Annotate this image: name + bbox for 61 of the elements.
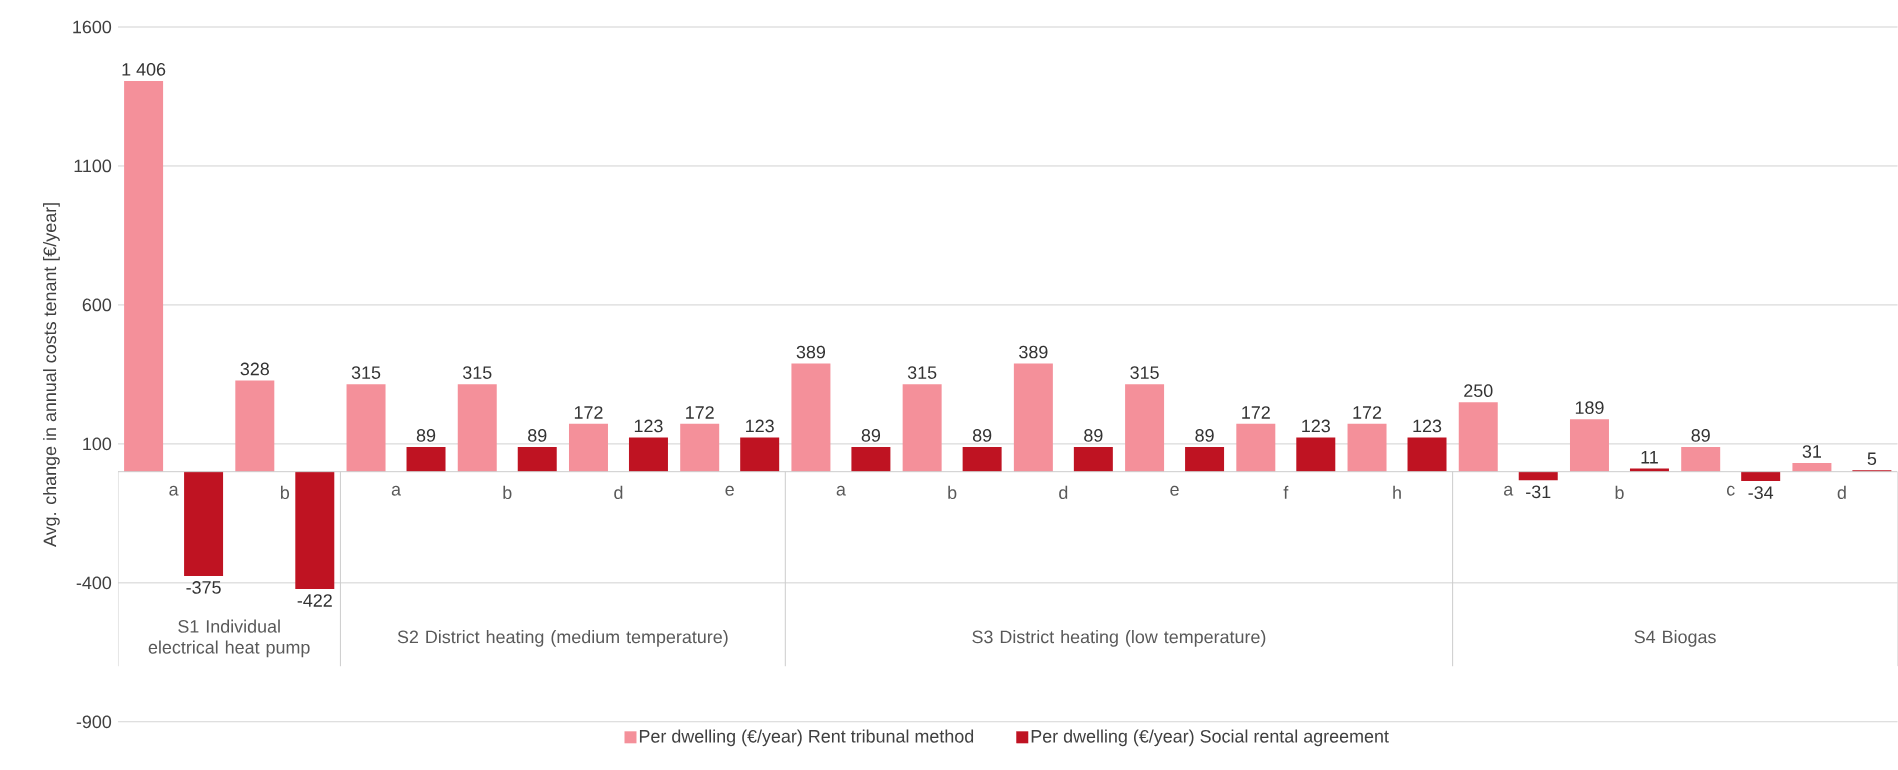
data-label: 1 406 bbox=[122, 63, 166, 76]
x-tick-label: e bbox=[725, 485, 734, 496]
data-label: 315 bbox=[462, 366, 492, 380]
legend-label: Per dwelling (€/year) Rent tribunal method bbox=[639, 729, 974, 747]
data-label: 389 bbox=[1019, 345, 1048, 359]
data-label: 189 bbox=[1575, 401, 1604, 415]
data-label: 172 bbox=[686, 406, 714, 419]
data-label: 123 bbox=[746, 419, 774, 433]
x-tick-label: b bbox=[948, 485, 957, 500]
data-label: 89 bbox=[1691, 429, 1710, 442]
annotation: S1 Individual electrical heat pump bbox=[148, 619, 310, 658]
x-tick-label: d bbox=[614, 485, 623, 500]
x-tick-label: c bbox=[1726, 485, 1735, 496]
data-label: 5 bbox=[1867, 452, 1877, 466]
data-label: 123 bbox=[1302, 419, 1330, 433]
x-tick-label: a bbox=[169, 485, 179, 496]
x-tick-label: d bbox=[1059, 485, 1068, 500]
x-tick-label: a bbox=[1504, 485, 1514, 496]
data-label: 89 bbox=[861, 429, 881, 442]
x-tick-label: b bbox=[503, 485, 512, 500]
y-tick-label: 100 bbox=[83, 437, 112, 451]
annotation: S4 Biogas bbox=[1634, 630, 1716, 647]
data-label: 89 bbox=[416, 429, 436, 442]
y-tick-label: 1600 bbox=[73, 20, 112, 34]
data-label: 89 bbox=[528, 429, 547, 442]
data-label: 315 bbox=[351, 366, 381, 380]
x-tick-label: e bbox=[1170, 485, 1179, 496]
x-tick-label: f bbox=[1283, 485, 1289, 499]
data-label: 123 bbox=[634, 419, 663, 433]
data-label: -422 bbox=[297, 594, 332, 607]
y-tick-label: 1100 bbox=[74, 159, 112, 173]
y-tick-label: -900 bbox=[76, 715, 112, 729]
data-label: -34 bbox=[1748, 486, 1774, 500]
data-label: 172 bbox=[1353, 406, 1382, 419]
data-label: 89 bbox=[1084, 429, 1103, 442]
y-tick-label: -400 bbox=[76, 576, 112, 590]
data-label: 11 bbox=[1641, 451, 1658, 464]
data-label: 328 bbox=[240, 362, 269, 376]
y-axis-title: Avg. change in annual costs tenant [€/year] bbox=[43, 203, 60, 548]
x-tick-label: a bbox=[391, 485, 402, 496]
data-label: 172 bbox=[574, 406, 603, 419]
data-label: 89 bbox=[1195, 429, 1214, 442]
data-label: 172 bbox=[1242, 406, 1270, 419]
x-tick-label: d bbox=[1837, 485, 1846, 500]
x-tick-label: a bbox=[836, 485, 846, 496]
x-tick-label: b bbox=[1615, 485, 1624, 500]
data-label: 315 bbox=[1130, 366, 1159, 380]
data-label: 89 bbox=[972, 429, 992, 442]
data-label: 31 bbox=[1802, 445, 1822, 458]
data-label: 389 bbox=[796, 345, 826, 359]
data-label: 315 bbox=[907, 366, 937, 380]
data-label: -375 bbox=[186, 581, 221, 594]
data-label: -31 bbox=[1526, 485, 1551, 499]
data-label: 123 bbox=[1413, 419, 1442, 433]
data-label: 250 bbox=[1464, 384, 1493, 398]
y-tick-label: 600 bbox=[82, 298, 112, 312]
x-tick-label: h bbox=[1393, 485, 1401, 499]
x-tick-label: b bbox=[280, 485, 290, 500]
annotation: S3 District heating (low temperature) bbox=[972, 630, 1266, 647]
annotation: S2 District heating (medium temperature) bbox=[397, 630, 728, 647]
legend-label: Per dwelling (€/year) Social rental agreement bbox=[1031, 729, 1389, 747]
